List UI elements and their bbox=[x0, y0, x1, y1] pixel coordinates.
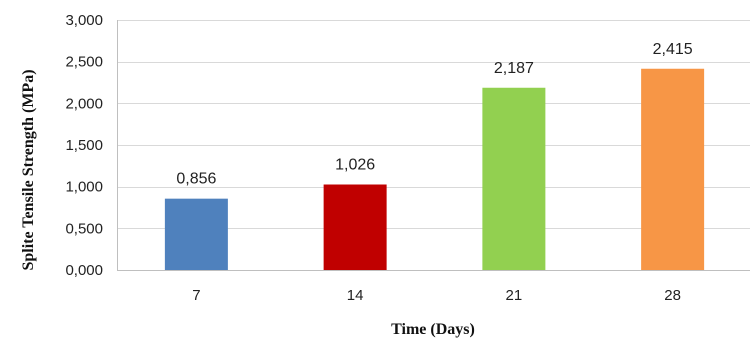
bar bbox=[482, 87, 546, 270]
y-tick-label: 0,000 bbox=[65, 262, 103, 279]
data-label: 0,856 bbox=[176, 171, 216, 188]
y-tick-label: 1,000 bbox=[65, 179, 103, 196]
y-tick-label: 1,500 bbox=[65, 137, 103, 154]
bar bbox=[164, 198, 228, 270]
x-tick-label: 7 bbox=[192, 287, 200, 304]
y-tick-label: 3,000 bbox=[65, 12, 103, 29]
y-tick-label: 2,500 bbox=[65, 54, 103, 71]
y-axis-title: Splite Tensile Strength (MPa) bbox=[20, 69, 37, 270]
bars bbox=[164, 68, 705, 270]
y-axis-tick-labels: 0,000 0,500 1,000 1,500 2,000 2,500 3,000 bbox=[65, 12, 103, 279]
data-label: 2,415 bbox=[653, 41, 693, 58]
x-tick-label: 14 bbox=[347, 287, 364, 304]
x-tick-label: 21 bbox=[506, 287, 523, 304]
x-axis-tick-labels: 7 14 21 28 bbox=[192, 287, 681, 304]
y-tick-label: 0,500 bbox=[65, 220, 103, 237]
data-label: 1,026 bbox=[335, 157, 375, 174]
x-axis-title: Time (Days) bbox=[391, 321, 475, 338]
y-tick-label: 2,000 bbox=[65, 95, 103, 112]
data-label: 2,187 bbox=[494, 60, 534, 77]
bar bbox=[641, 68, 705, 270]
data-labels: 0,856 1,026 2,187 2,415 bbox=[176, 41, 692, 188]
bar bbox=[323, 184, 387, 270]
x-tick-label: 28 bbox=[664, 287, 681, 304]
